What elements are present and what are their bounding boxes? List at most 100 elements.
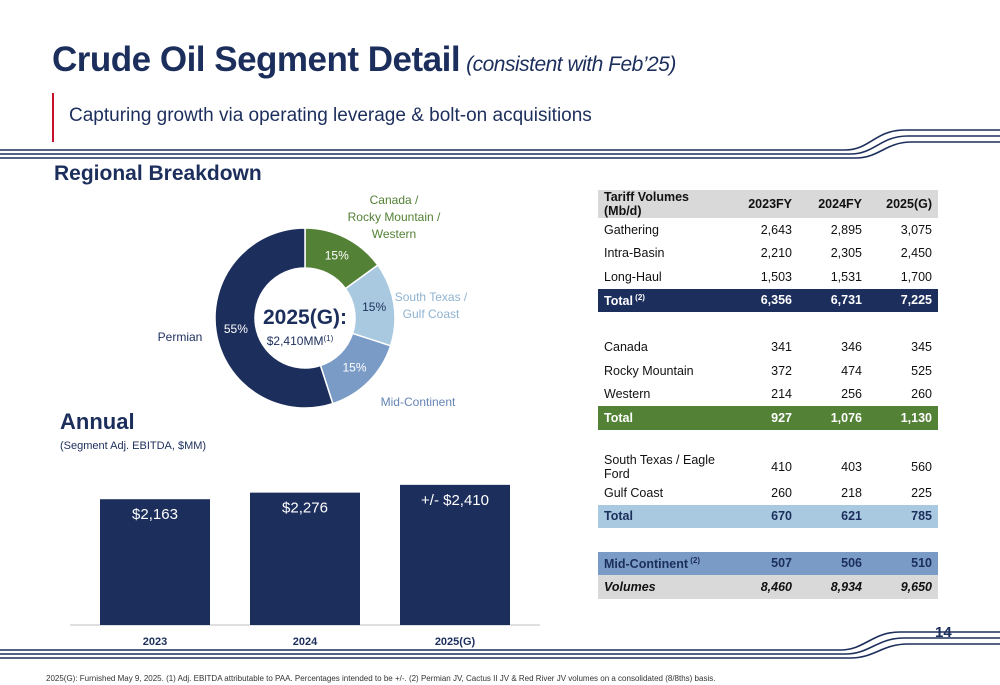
table-cell-value: 2,643 bbox=[760, 222, 792, 237]
bar-value-label: $2,276 bbox=[282, 500, 328, 517]
donut-slice-pct: 15% bbox=[325, 249, 349, 263]
tagline: Capturing growth via operating leverage … bbox=[69, 105, 592, 126]
x-tick-label: 2023 bbox=[143, 636, 167, 648]
donut-center-value: $2,410MM(1) bbox=[267, 334, 334, 348]
table-cell-value: 525 bbox=[911, 363, 932, 378]
slice-label-line: South Texas / bbox=[394, 290, 468, 304]
tariff-volumes-table: Tariff Volumes (Mb/d) 2023FY 2024FY 2025(G)… bbox=[598, 190, 938, 599]
slice-label-mid-continent: Mid-Continent bbox=[376, 394, 460, 411]
table-cell-value: 345 bbox=[911, 340, 932, 355]
table-spacer-row bbox=[598, 430, 938, 454]
bar bbox=[400, 484, 510, 625]
donut-center-title: 2025(G): bbox=[263, 306, 347, 329]
page-title: Crude Oil Segment Detail (consistent with… bbox=[52, 40, 676, 80]
table-cell-value: 1,531 bbox=[830, 269, 862, 284]
table-cell-value: 260 bbox=[911, 387, 932, 402]
table-spacer-row bbox=[598, 528, 938, 552]
footnote-marker: (2) bbox=[632, 292, 645, 302]
table-cell-value: 7,225 bbox=[868, 288, 938, 312]
page-number: 14 bbox=[935, 624, 952, 641]
table-cell-value: 2,210 bbox=[760, 246, 792, 261]
table-spacer-cell bbox=[598, 312, 938, 336]
table-row-label: Total bbox=[598, 504, 728, 528]
table-cell-value: 785 bbox=[868, 504, 938, 528]
table-cell-value: 8,460 bbox=[728, 575, 798, 599]
table-row: Gathering 2,643 2,895 3,075 bbox=[598, 218, 938, 242]
table-cell-value: 2,895 bbox=[830, 222, 862, 237]
x-tick-label: 2024 bbox=[293, 636, 318, 648]
table-header-cell: 2025(G) bbox=[868, 190, 938, 218]
annual-subheading: (Segment Adj. EBITDA, $MM) bbox=[60, 440, 207, 452]
table-total-row: Mid-Continent (2) 507 506 510 bbox=[598, 551, 938, 575]
table-spacer-row bbox=[598, 312, 938, 336]
table-header-cell: Tariff Volumes (Mb/d) bbox=[598, 190, 728, 218]
donut-center-amount: $2,410MM bbox=[267, 334, 324, 348]
table-cell-value: 9,650 bbox=[868, 575, 938, 599]
table-cell-value: 507 bbox=[728, 551, 798, 575]
donut-slice-pct: 55% bbox=[224, 322, 248, 336]
footnote: 2025(G): Furnished May 9, 2025. (1) Adj.… bbox=[46, 674, 716, 683]
table-cell-value: 260 bbox=[771, 485, 792, 500]
slice-label-line: Rocky Mountain / bbox=[347, 210, 441, 224]
table-header-row: Tariff Volumes (Mb/d) 2023FY 2024FY 2025(G) bbox=[598, 190, 938, 218]
table-row-label: Long-Haul bbox=[604, 269, 662, 284]
table-cell-value: 3,075 bbox=[900, 222, 932, 237]
table-cell-value: 256 bbox=[841, 387, 862, 402]
slice-label-south-texas-gulf: South Texas / Gulf Coast bbox=[390, 289, 472, 323]
table-row-label: Mid-Continent (2) bbox=[598, 551, 728, 575]
table-cell-value: 560 bbox=[911, 460, 932, 474]
table-row: Long-Haul 1,503 1,531 1,700 bbox=[598, 265, 938, 289]
table-header-cell: 2024FY bbox=[798, 190, 868, 218]
table-row-label: Rocky Mountain bbox=[604, 363, 694, 378]
regional-heading: Regional Breakdown bbox=[54, 162, 262, 185]
x-tick-label: 2025(G) bbox=[435, 636, 476, 648]
bar bbox=[250, 492, 360, 625]
table-row-label: Total bbox=[598, 406, 728, 430]
table-cell-value: 410 bbox=[771, 460, 792, 474]
annual-heading: Annual bbox=[60, 409, 135, 434]
table-cell-value: 474 bbox=[841, 363, 862, 378]
table-row-label: Canada bbox=[604, 340, 648, 355]
table-cell-value: 621 bbox=[798, 504, 868, 528]
donut-slice bbox=[214, 227, 334, 409]
table-cell-value: 2,450 bbox=[900, 246, 932, 261]
table-row: Gulf Coast 260 218 225 bbox=[598, 481, 938, 505]
bar bbox=[100, 499, 210, 625]
slice-label-line: Gulf Coast bbox=[402, 307, 460, 321]
table-cell-value: 1,130 bbox=[868, 406, 938, 430]
slice-label-line: Permian bbox=[157, 330, 203, 344]
table-total-row: Volumes 8,460 8,934 9,650 bbox=[598, 575, 938, 599]
table-cell-value: 1,700 bbox=[900, 269, 932, 284]
table-cell-value: 6,356 bbox=[728, 288, 798, 312]
table-cell-value: 2,305 bbox=[830, 246, 862, 261]
table-row: Intra-Basin 2,210 2,305 2,450 bbox=[598, 242, 938, 266]
table-total-row: Total 670 621 785 bbox=[598, 504, 938, 528]
table-spacer-cell bbox=[598, 430, 938, 454]
table-spacer-cell bbox=[598, 528, 938, 552]
table-cell-value: 510 bbox=[868, 551, 938, 575]
table-cell-value: 1,076 bbox=[798, 406, 868, 430]
table-cell-value: 670 bbox=[728, 504, 798, 528]
donut-slice-pct: 15% bbox=[342, 360, 366, 374]
table-row-label: Total (2) bbox=[598, 288, 728, 312]
table-cell-value: 506 bbox=[798, 551, 868, 575]
table-cell-value: 214 bbox=[771, 387, 792, 402]
accent-bar bbox=[52, 93, 54, 142]
table-cell-value: 403 bbox=[841, 460, 862, 474]
table-cell-value: 8,934 bbox=[798, 575, 868, 599]
table-cell-value: 346 bbox=[841, 340, 862, 355]
table-row-label: Western bbox=[604, 387, 651, 402]
bar-value-label: +/- $2,410 bbox=[421, 492, 489, 509]
table-cell-value: 6,731 bbox=[798, 288, 868, 312]
slice-label-canada-rocky-western: Canada / Rocky Mountain / Western bbox=[346, 192, 442, 243]
table-total-row: Total (2) 6,356 6,731 7,225 bbox=[598, 288, 938, 312]
title-note: (consistent with Feb’25) bbox=[466, 53, 676, 76]
table-total-row: Total 927 1,076 1,130 bbox=[598, 406, 938, 430]
footnote-marker: (2) bbox=[688, 555, 701, 565]
slice-label-permian: Permian bbox=[150, 329, 210, 346]
table-cell-value: 341 bbox=[771, 340, 792, 355]
table-cell-value: 218 bbox=[841, 485, 862, 500]
table-cell-value: 225 bbox=[911, 485, 932, 500]
table-header-cell: 2023FY bbox=[728, 190, 798, 218]
